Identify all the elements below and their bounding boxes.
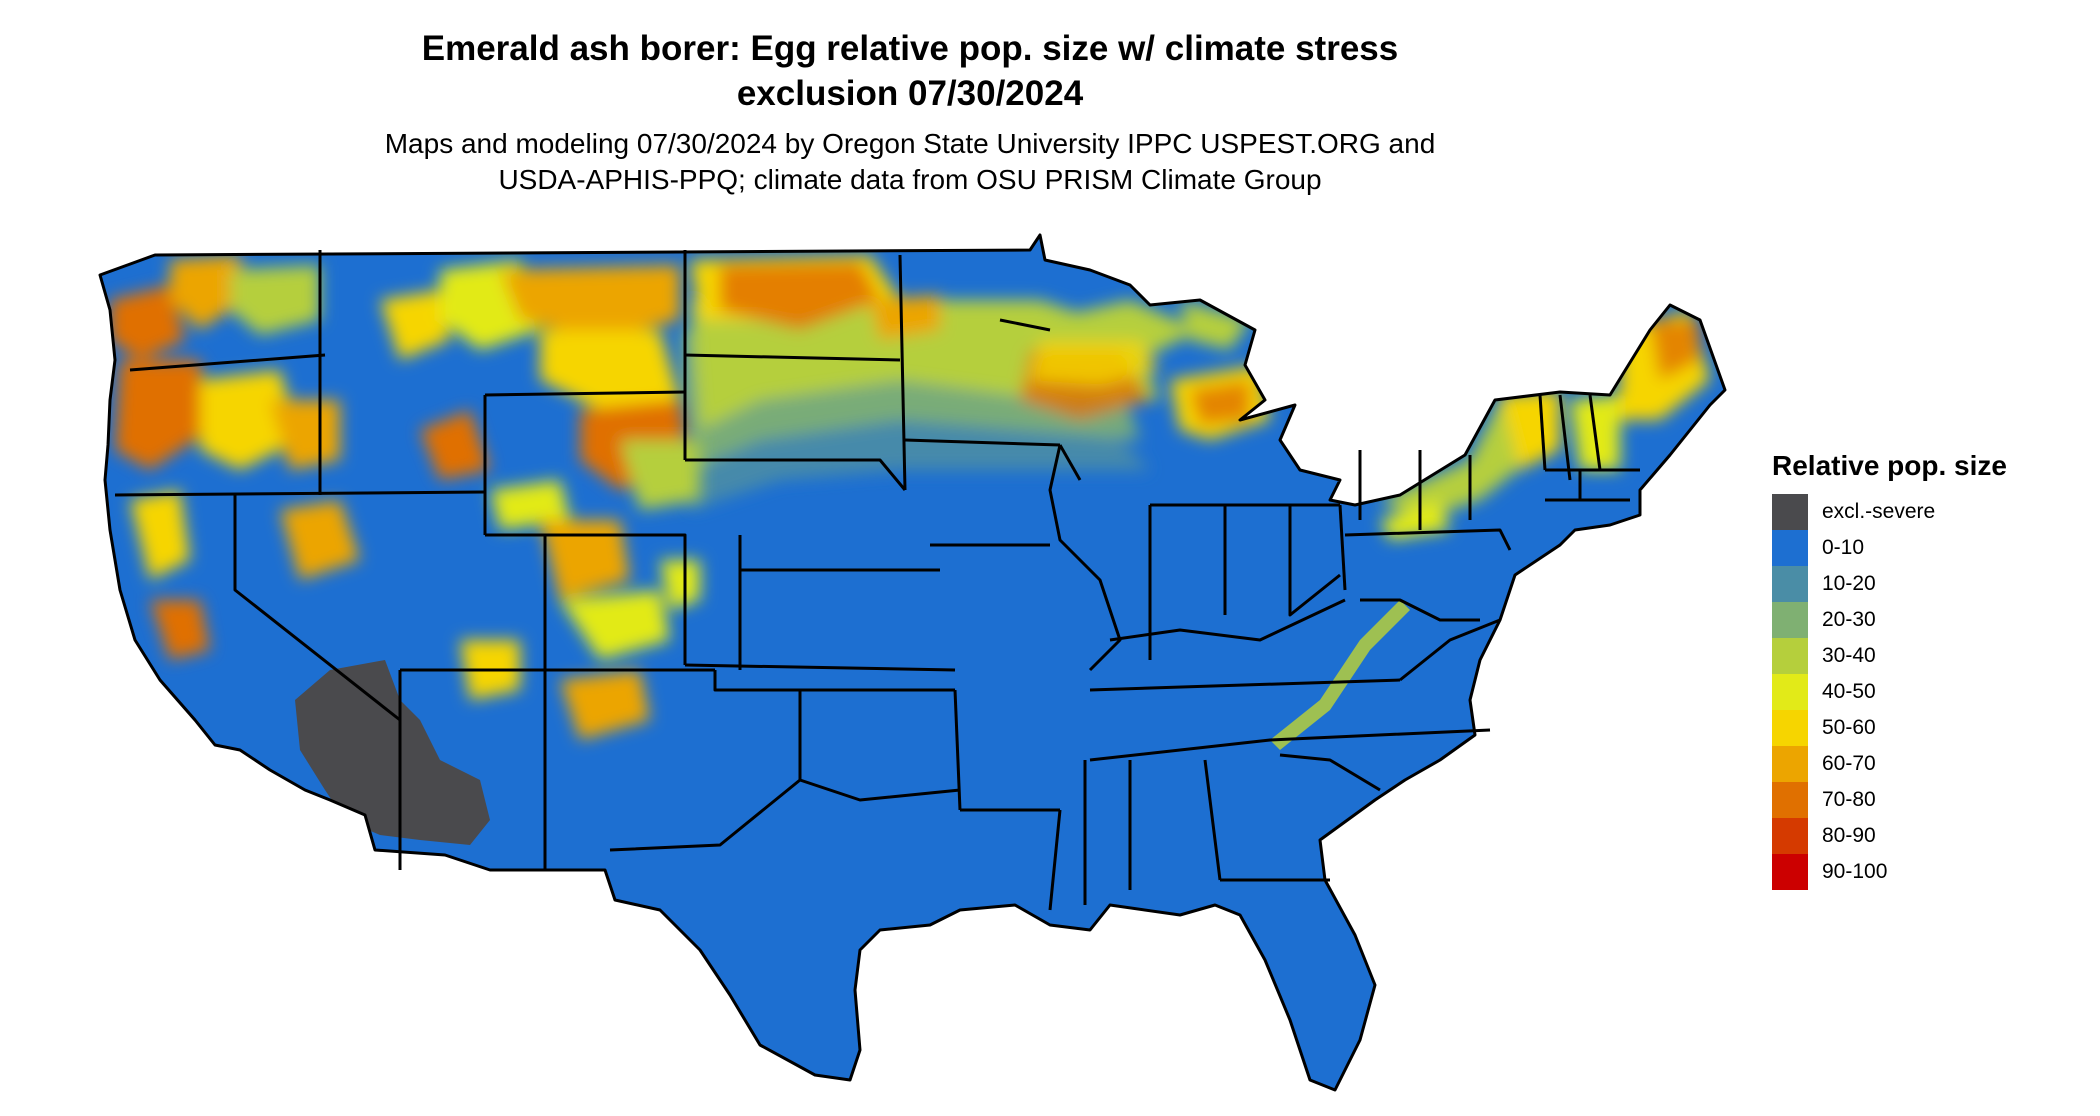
- legend-swatch: [1772, 818, 1808, 854]
- legend-swatch: [1772, 530, 1808, 566]
- legend-swatch: [1772, 674, 1808, 710]
- legend-swatch: [1772, 854, 1808, 890]
- subtitle-line-2: USDA-APHIS-PPQ; climate data from OSU PR…: [498, 164, 1322, 195]
- legend-item-90-100: 90-100: [1772, 854, 2007, 890]
- legend-item-30-40: 30-40: [1772, 638, 2007, 674]
- state-borders: [98, 233, 1727, 1092]
- legend: Relative pop. size excl.-severe 0-10 10-…: [1772, 448, 2007, 890]
- legend-swatch: [1772, 494, 1808, 530]
- legend-swatch: [1772, 710, 1808, 746]
- legend-label: 30-40: [1822, 644, 1876, 667]
- legend-label: 0-10: [1822, 536, 1865, 559]
- legend-swatch: [1772, 746, 1808, 782]
- legend-item-10-20: 10-20: [1772, 566, 2007, 602]
- legend-swatch: [1772, 602, 1808, 638]
- legend-label: 20-30: [1822, 608, 1876, 631]
- legend-item-excl-severe: excl.-severe: [1772, 494, 2007, 530]
- legend-label: 50-60: [1822, 716, 1876, 739]
- legend-item-60-70: 60-70: [1772, 746, 2007, 782]
- legend-item-0-10: 0-10: [1772, 530, 2007, 566]
- subtitle-line-1: Maps and modeling 07/30/2024 by Oregon S…: [384, 128, 1436, 159]
- title-line-2: exclusion 07/30/2024: [736, 74, 1084, 113]
- risk-overlay: [110, 255, 1710, 845]
- legend-swatch: [1772, 782, 1808, 818]
- legend-item-80-90: 80-90: [1772, 818, 2007, 854]
- legend-item-70-80: 70-80: [1772, 782, 2007, 818]
- legend-label: 60-70: [1822, 752, 1876, 775]
- legend-label: 80-90: [1822, 824, 1876, 847]
- legend-title: Relative pop. size: [1772, 450, 2007, 481]
- legend-label: excl.-severe: [1822, 500, 1936, 523]
- legend-label: 90-100: [1822, 860, 1888, 883]
- legend-swatch: [1772, 566, 1808, 602]
- title-line-1: Emerald ash borer: Egg relative pop. siz…: [421, 29, 1399, 68]
- map-subtitle: Maps and modeling 07/30/2024 by Oregon S…: [0, 126, 1820, 198]
- us-landmass: [100, 235, 1725, 1090]
- map-title: Emerald ash borer: Egg relative pop. siz…: [0, 26, 1820, 116]
- legend-item-20-30: 20-30: [1772, 602, 2007, 638]
- us-risk-map: [98, 233, 1727, 1092]
- legend-swatch: [1772, 638, 1808, 674]
- legend-label: 10-20: [1822, 572, 1876, 595]
- legend-item-50-60: 50-60: [1772, 710, 2007, 746]
- legend-label: 70-80: [1822, 788, 1876, 811]
- legend-label: 40-50: [1822, 680, 1876, 703]
- legend-item-40-50: 40-50: [1772, 674, 2007, 710]
